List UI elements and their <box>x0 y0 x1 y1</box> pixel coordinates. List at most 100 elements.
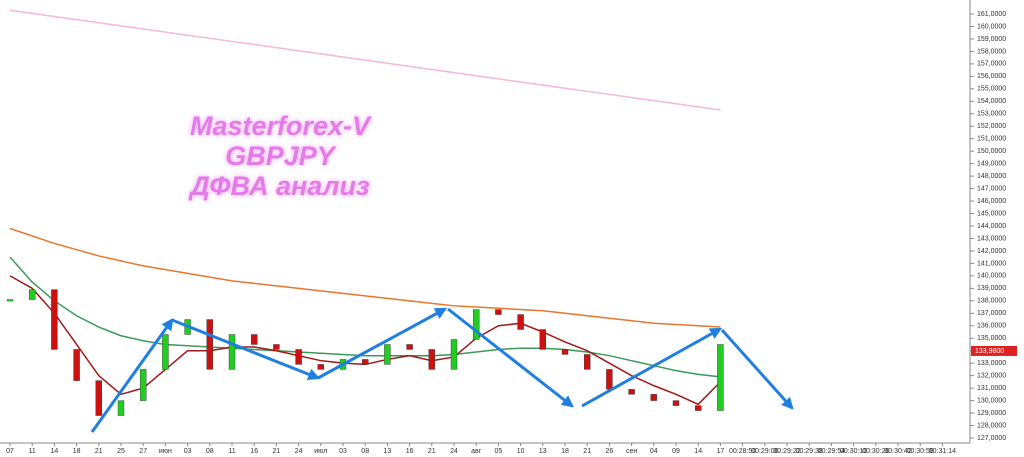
candle <box>73 349 80 381</box>
x-tick-label: июн <box>159 448 172 455</box>
x-tick-label: 21 <box>428 448 436 455</box>
x-tick-label: 00:29:06 <box>751 448 778 455</box>
annotation-group: Masterforex-V GBPJPY ДФВА анализ <box>188 111 372 201</box>
candle <box>428 349 435 370</box>
y-tick-label: 159,0000 <box>977 36 1006 43</box>
y-tick-label: 152,0000 <box>977 123 1006 130</box>
arrow <box>90 318 174 433</box>
series-line <box>9 9 721 111</box>
x-tick-label: 16 <box>406 448 414 455</box>
candle <box>650 394 657 401</box>
candle <box>295 349 302 365</box>
series-line <box>9 256 721 378</box>
y-tick-label: 138,0000 <box>977 298 1006 305</box>
y-tick-label: 154,0000 <box>977 98 1006 105</box>
y-tick-label: 129,0000 <box>977 410 1006 417</box>
candle <box>51 289 58 350</box>
y-tick-label: 131,0000 <box>977 385 1006 392</box>
candle <box>561 349 569 355</box>
y-tick-label: 145,0000 <box>977 210 1006 217</box>
candle <box>29 289 36 300</box>
x-tick-label: 00:30:58 <box>907 448 934 455</box>
x-tick-label: 26 <box>606 448 614 455</box>
x-tick-label: 00:29:54 <box>818 448 845 455</box>
y-tick-label: 143,0000 <box>977 235 1006 242</box>
candle <box>517 314 524 330</box>
y-tick-label: 137,0000 <box>977 310 1006 317</box>
x-tick-label: 00:30:26 <box>862 448 889 455</box>
arrow <box>317 307 448 380</box>
arrow <box>720 328 794 410</box>
x-tick-label: 14 <box>51 448 59 455</box>
series-line <box>9 227 721 328</box>
x-tick-label: 21 <box>95 448 103 455</box>
y-tick-label: 128,0000 <box>977 422 1006 429</box>
y-tick-label: 132,0000 <box>977 372 1006 379</box>
y-tick-label: 146,0000 <box>977 198 1006 205</box>
x-tick-label: 00:29:22 <box>773 448 800 455</box>
x-tick-label: 18 <box>73 448 81 455</box>
x-tick-label: 09 <box>672 448 680 455</box>
candle <box>117 400 125 416</box>
y-tick-label: 144,0000 <box>977 223 1006 230</box>
y-tick-label: 130,0000 <box>977 397 1006 404</box>
x-tick-label: 07 <box>6 448 14 455</box>
candle <box>162 334 169 370</box>
candle <box>250 334 258 345</box>
y-tick-label: 141,0000 <box>977 260 1006 267</box>
y-tick-label: 133,0000 <box>977 360 1006 367</box>
x-tick-label: 24 <box>295 448 303 455</box>
annotation: ДФВА анализ <box>188 171 370 201</box>
candle <box>672 400 680 406</box>
x-tick-label: 21 <box>273 448 281 455</box>
y-tick-label: 140,0000 <box>977 273 1006 280</box>
x-tick-label: 13 <box>384 448 392 455</box>
annotation: GBPJPY <box>225 141 338 171</box>
x-tick-label: 00:28:50 <box>729 448 756 455</box>
x-tick-label: 11 <box>228 448 235 455</box>
candle <box>584 354 591 370</box>
candle <box>606 369 613 390</box>
candle <box>384 344 391 365</box>
x-tick-label: 16 <box>250 448 258 455</box>
last-price-label: 133,9800 <box>975 348 1004 355</box>
x-tick-label: 00:30:42 <box>884 448 911 455</box>
candle <box>273 344 280 350</box>
candle <box>95 380 103 416</box>
candle <box>450 339 458 370</box>
x-tick-label: 10 <box>517 448 525 455</box>
x-tick-label: 03 <box>184 448 192 455</box>
x-tick-label: 11 <box>29 448 36 455</box>
y-tick-label: 156,0000 <box>977 73 1006 80</box>
last-price-box <box>971 345 1017 356</box>
candle <box>406 344 413 350</box>
x-tick-label: 00:29:38 <box>796 448 823 455</box>
y-tick-label: 149,0000 <box>977 160 1006 167</box>
x-tick-label: 18 <box>561 448 569 455</box>
candle <box>228 334 236 370</box>
y-tick-label: 160,0000 <box>977 23 1006 30</box>
y-tick-label: 155,0000 <box>977 86 1006 93</box>
x-tick-label: 25 <box>117 448 125 455</box>
x-tick-label: 17 <box>717 448 725 455</box>
annotation: Masterforex-V <box>190 111 372 141</box>
x-tick-label: 14 <box>694 448 702 455</box>
plot <box>6 9 724 416</box>
candle <box>495 309 502 315</box>
y-tick-label: 147,0000 <box>977 185 1006 192</box>
arrow <box>581 327 723 408</box>
candle <box>362 359 369 365</box>
candle <box>628 389 635 395</box>
x-tick-label: 24 <box>450 448 458 455</box>
candle <box>206 319 214 370</box>
x-tick-label: сен <box>626 448 637 455</box>
candle <box>317 364 324 370</box>
arrow <box>171 318 321 381</box>
y-tick-label: 151,0000 <box>977 136 1006 143</box>
candle <box>139 369 147 401</box>
x-tick-label: 00:30:10 <box>840 448 867 455</box>
candle <box>473 309 480 340</box>
x-tick-label: 08 <box>361 448 369 455</box>
